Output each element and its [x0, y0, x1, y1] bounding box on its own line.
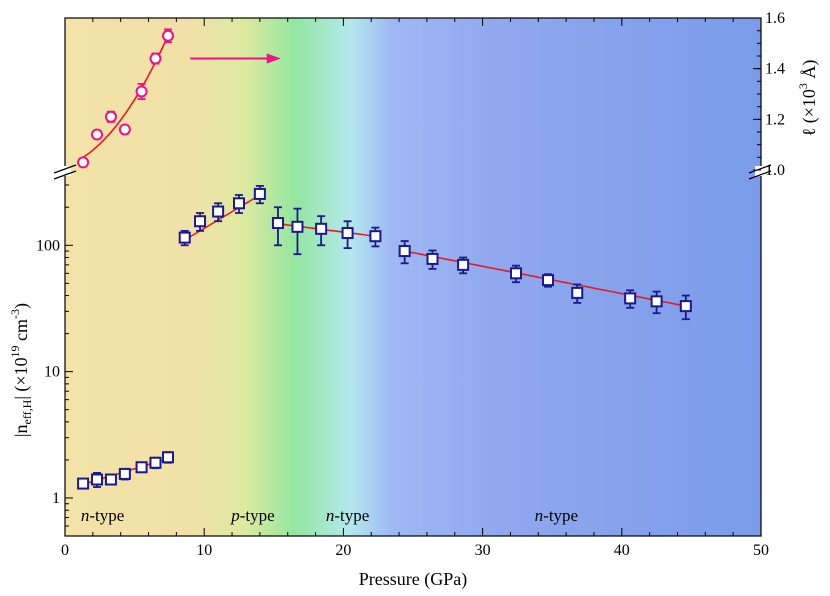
- data-point-square: [194, 215, 207, 228]
- data-point-circle: [118, 123, 131, 136]
- x-tick-label: 10: [196, 542, 212, 559]
- data-point-square: [542, 274, 555, 287]
- plot-marks: [77, 28, 692, 490]
- data-point-square: [571, 286, 584, 299]
- y-tick-label: 100: [36, 237, 60, 254]
- annotation-arrow-head: [266, 53, 281, 64]
- y2-tick-label: 1.2: [765, 111, 785, 128]
- region-label-3: n-type: [326, 506, 369, 525]
- data-point-square: [233, 197, 245, 210]
- data-point-square: [178, 231, 191, 244]
- region-labels: n-type p-type n-type n-type: [81, 506, 578, 525]
- fit-line-5: [82, 35, 169, 158]
- region-label-2: p-type: [230, 506, 274, 525]
- data-point-square: [315, 222, 328, 235]
- y-tick-label: 10: [44, 364, 60, 381]
- data-point-square: [77, 477, 90, 490]
- data-point-square: [91, 473, 104, 486]
- x-tick-label: 30: [475, 542, 491, 559]
- y-tick-label: 1: [52, 490, 60, 507]
- data-point-square: [149, 456, 162, 469]
- data-point-square: [369, 230, 382, 243]
- axes: 0 10 20 30 40 50 1 10 100 1.0 1.2 1.4 1.6: [36, 10, 785, 559]
- y-axis-title: |neff,H| (×1019 cm-3): [8, 303, 34, 437]
- data-point-square: [679, 300, 692, 313]
- data-point-circle: [77, 156, 90, 169]
- data-point-circle: [149, 52, 162, 65]
- axis-break-marks: [53, 164, 772, 180]
- data-point-square: [291, 220, 304, 233]
- y2-tick-label: 1.0: [765, 162, 785, 179]
- data-point-circle: [162, 29, 175, 42]
- y2-axis-title: ℓ (×103 Å): [796, 60, 820, 137]
- plot-frame: [64, 17, 762, 537]
- data-point-square: [457, 258, 470, 271]
- data-point-circle: [104, 110, 117, 123]
- region-label-4: n-type: [535, 506, 578, 525]
- plot-background: [65, 18, 761, 536]
- data-point-square: [253, 187, 266, 200]
- data-point-square: [341, 227, 354, 240]
- data-point-square: [650, 295, 663, 308]
- data-point-square: [398, 245, 411, 258]
- y2-tick-label: 1.4: [765, 61, 785, 78]
- data-point-square: [271, 217, 284, 230]
- data-point-circle: [135, 85, 148, 98]
- region-label-1: n-type: [81, 506, 124, 525]
- data-point-square: [510, 267, 523, 280]
- x-tick-label: 0: [61, 542, 69, 559]
- x-tick-label: 40: [614, 542, 630, 559]
- data-point-square: [118, 467, 131, 480]
- x-tick-label: 50: [753, 542, 769, 559]
- data-point-square: [162, 451, 175, 464]
- data-point-square: [426, 252, 439, 265]
- data-point-square: [135, 461, 148, 474]
- x-axis-title: Pressure (GPa): [359, 569, 467, 590]
- data-point-square: [624, 292, 637, 305]
- data-point-circle: [91, 128, 104, 141]
- y2-tick-label: 1.6: [765, 10, 785, 27]
- x-tick-label: 20: [335, 542, 351, 559]
- data-point-square: [212, 205, 225, 218]
- data-point-square: [104, 473, 117, 486]
